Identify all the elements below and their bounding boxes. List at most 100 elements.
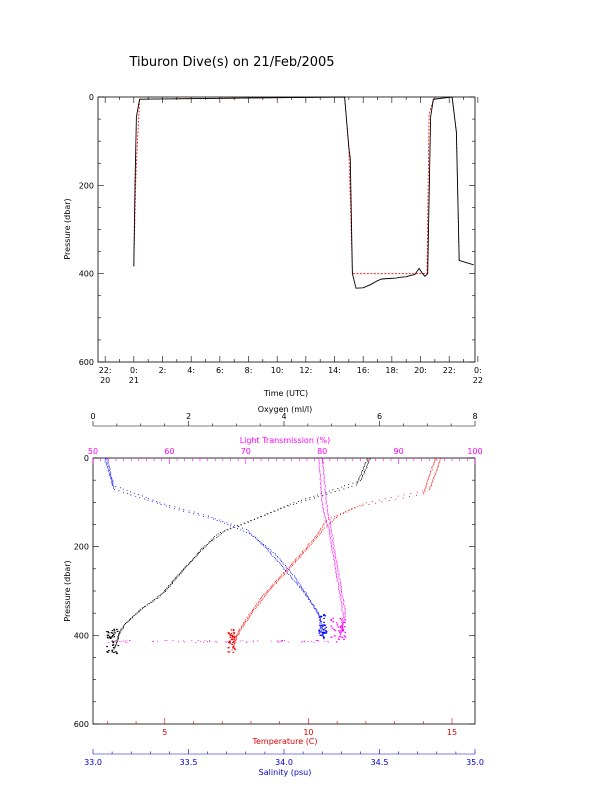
transmission-point [322,462,324,463]
oxygen-point [202,549,204,551]
salinity-point [240,529,242,531]
oxygen-point [155,597,157,599]
transmission-point [328,528,330,530]
temperature-point [319,533,321,534]
transmission-point [321,498,323,500]
oxygen-point [142,608,144,610]
oxygen-point [267,513,269,515]
temperature-point [434,474,436,476]
salinity-point [261,542,263,544]
transmission-point [344,617,346,619]
transmission-point [322,505,324,507]
oxygen-point [369,459,371,461]
transmission-point [341,603,343,605]
temperature-point [388,500,390,501]
temperature-point [240,629,242,630]
oxygen-point [363,466,365,467]
temperature-point [313,541,315,543]
salinity-point [309,599,310,600]
temperature-point [316,534,318,536]
temperature-point [434,459,436,461]
salinity-bottom-point [318,629,320,631]
salinity-point [282,562,284,564]
temperature-point [246,616,248,618]
oxygen-point [181,571,183,573]
oxygen-point [164,590,165,592]
oxygen-bottom-point [111,649,113,651]
transmission-bottom-track [108,641,110,643]
oxygen-point [174,579,176,581]
temperature-bottom-point [229,636,231,638]
oxygen-point [367,464,368,466]
transmission-bottom-track [197,640,199,641]
temperature-point [318,530,320,532]
transmission-point [327,506,329,508]
top-x-tick-label-day: 20 [100,376,110,385]
transmission-point [326,507,328,509]
temperature-point [302,553,304,555]
temperature-bottom-point [231,637,233,639]
top-series-line-red [133,96,460,275]
salinity-point [286,567,288,569]
temperature-point [231,649,233,651]
salinity-point [257,539,259,541]
temperature-point [430,471,431,472]
temperature-point [295,558,297,560]
temperature-bottom-point [229,633,231,636]
transmission-tick-label: 80 [317,447,327,456]
temperature-bottom-point [233,647,236,649]
salinity-point [281,561,282,562]
salinity-point [127,493,129,494]
temperature-point [291,562,293,564]
oxygen-point [257,517,259,519]
salinity-point [318,615,320,617]
temperature-point [264,596,265,598]
temperature-point [238,631,240,633]
transmission-point [331,529,332,531]
temperature-point [340,513,341,515]
salinity-point [216,520,218,521]
bottom-chart-frame [92,457,476,725]
salinity-point [104,459,106,461]
temperature-point [233,642,235,644]
temperature-point [351,508,353,509]
salinity-point [297,582,299,583]
salinity-point [292,574,293,576]
transmission-point [342,622,344,624]
temperature-point [428,489,430,490]
salinity-point [242,527,243,529]
oxygen-point [184,567,186,569]
transmission-bottom-track [191,640,193,642]
oxygen-bottom-point [111,640,114,642]
oxygen-point [363,473,365,475]
oxygen-point [250,520,252,522]
salinity-point [110,476,112,478]
temperature-bottom-point [233,633,235,635]
top-y-tick-label: 400 [79,270,94,279]
salinity-point [147,499,149,501]
oxygen-point [260,516,262,517]
salinity-point [224,522,225,524]
transmission-point [320,476,322,478]
oxygen-point [186,565,188,567]
salinity-point [322,629,324,630]
transmission-point [333,557,335,559]
salinity-point [279,563,281,565]
oxygen-point [216,537,218,538]
temperature-point [304,550,306,552]
oxygen-point [160,595,161,597]
oxygen-bottom-point [112,641,114,643]
temperature-point [260,601,262,603]
transmission-point [333,556,334,558]
oxygen-point [200,549,202,551]
salinity-point [291,578,293,579]
temperature-point [285,571,287,573]
oxygen-point [140,609,142,611]
oxygen-point [222,531,224,533]
temperature-bottom-point [233,631,235,634]
transmission-point [322,466,324,467]
temperature-point [328,518,329,520]
oxygen-point [277,509,279,511]
salinity-point [305,592,307,594]
oxygen-point [120,628,122,630]
